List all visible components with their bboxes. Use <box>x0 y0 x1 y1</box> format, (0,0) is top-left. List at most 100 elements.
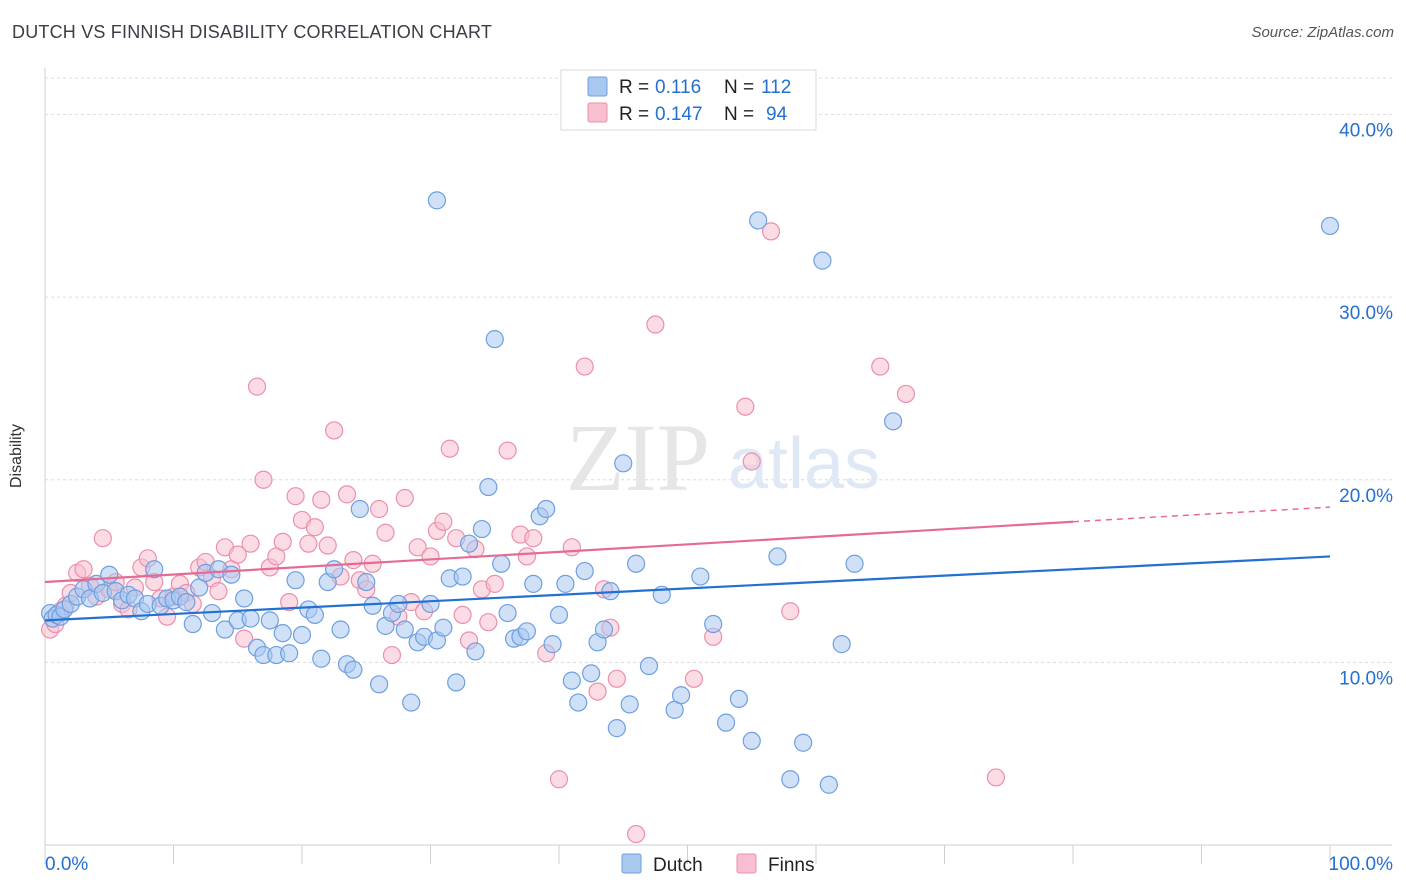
finns-point <box>742 452 761 471</box>
dutch-point <box>524 574 543 593</box>
stats-legend: R = 0.116 N = 112 R = 0.147 N = 94 <box>560 69 817 131</box>
dutch-point <box>402 693 421 712</box>
finns-point <box>376 523 395 542</box>
finns-point <box>440 439 459 458</box>
finns-point <box>74 560 93 579</box>
dutch-point <box>479 477 498 497</box>
dutch-point <box>575 561 594 581</box>
dutch-point <box>620 695 639 714</box>
dutch-point <box>517 622 536 641</box>
x-tick-label-max: 100.0% <box>1329 854 1394 875</box>
finns-point <box>299 534 318 553</box>
finns-point <box>312 490 331 509</box>
dutch-r-label: R = <box>619 77 649 98</box>
finns-point <box>479 613 498 632</box>
finns-point <box>286 487 305 506</box>
dutch-point <box>729 689 749 709</box>
finns-point <box>325 421 344 440</box>
trend-lines <box>44 506 1331 622</box>
finns-point <box>408 538 427 557</box>
finns-point <box>485 574 504 593</box>
dutch-bottom-swatch <box>621 853 642 874</box>
finns-point <box>247 377 267 396</box>
dutch-point <box>331 620 350 639</box>
dutch-point <box>145 560 164 579</box>
finns-point <box>871 357 890 376</box>
dutch-point <box>312 649 331 668</box>
finns-point <box>588 682 607 701</box>
finns-point <box>344 551 363 570</box>
dutch-point <box>395 620 414 639</box>
dutch-point <box>183 614 202 634</box>
dutch-point <box>100 565 119 584</box>
finns-trend-extension <box>1072 506 1331 523</box>
dutch-point <box>556 574 575 593</box>
dutch-trend-line <box>44 555 1331 622</box>
finns-point <box>395 488 414 508</box>
finns-point <box>453 605 472 625</box>
watermark: ZIP atlas <box>566 404 880 511</box>
finns-point <box>209 582 228 601</box>
dutch-point <box>639 656 659 676</box>
finns-legend-swatch <box>587 102 608 123</box>
dutch-point <box>819 775 838 794</box>
dutch-point <box>562 671 581 690</box>
axes <box>44 68 1392 864</box>
finns-point <box>228 545 247 564</box>
dutch-point <box>286 571 305 590</box>
finns-point <box>318 536 337 555</box>
dutch-point <box>427 191 447 210</box>
dutch-point <box>607 719 626 738</box>
finns-point <box>241 534 260 553</box>
dutch-legend-swatch <box>587 76 608 97</box>
finns-point <box>896 384 916 404</box>
finns-point <box>337 485 357 504</box>
dutch-point <box>498 603 517 623</box>
finns-point <box>273 532 292 551</box>
dutch-point <box>626 554 646 573</box>
finns-trend-line <box>44 520 1074 584</box>
y-tick-label: 30.0% <box>1339 303 1393 324</box>
dutch-point <box>241 609 260 628</box>
dutch-point <box>569 693 588 712</box>
dutch-point <box>1320 216 1340 236</box>
dutch-point <box>215 620 234 639</box>
dutch-point <box>582 664 601 683</box>
finns-n-value: 94 <box>766 104 788 125</box>
bottom-legend: Dutch Finns <box>621 853 814 876</box>
dutch-point <box>671 686 691 705</box>
dutch-point <box>325 560 344 579</box>
finns-point <box>498 441 517 460</box>
chart-title: DUTCH VS FINNISH DISABILITY CORRELATION … <box>12 22 493 42</box>
dutch-point <box>273 624 292 643</box>
dutch-point <box>292 625 312 645</box>
dutch-point <box>421 594 440 614</box>
finns-point <box>549 770 569 789</box>
dutch-point <box>434 618 453 637</box>
dutch-point <box>260 611 279 630</box>
gridlines <box>45 77 1392 663</box>
dutch-point <box>832 635 851 654</box>
dutch-point <box>594 620 614 639</box>
dutch-point <box>883 412 903 431</box>
dutch-point <box>485 330 504 349</box>
finns-bottom-label: Finns <box>768 855 814 876</box>
series-finns <box>41 222 1006 844</box>
dutch-point <box>235 589 254 608</box>
finns-point <box>781 602 800 621</box>
finns-point <box>305 518 324 537</box>
finns-point <box>517 547 536 566</box>
x-tick-label-min: 0.0% <box>45 854 88 875</box>
y-tick-label: 10.0% <box>1339 668 1393 689</box>
finns-point <box>254 470 273 489</box>
dutch-bottom-label: Dutch <box>653 855 703 876</box>
dutch-point <box>704 614 723 634</box>
dutch-point <box>472 519 491 539</box>
finns-point <box>684 669 704 688</box>
finns-point <box>93 529 112 548</box>
tick-labels: 10.0% 20.0% 30.0% 40.0% 0.0% 100.0% <box>45 121 1393 875</box>
dutch-point <box>794 733 813 752</box>
dutch-point <box>742 731 761 751</box>
dutch-r-value: 0.116 <box>655 77 701 98</box>
dutch-point <box>459 534 479 553</box>
